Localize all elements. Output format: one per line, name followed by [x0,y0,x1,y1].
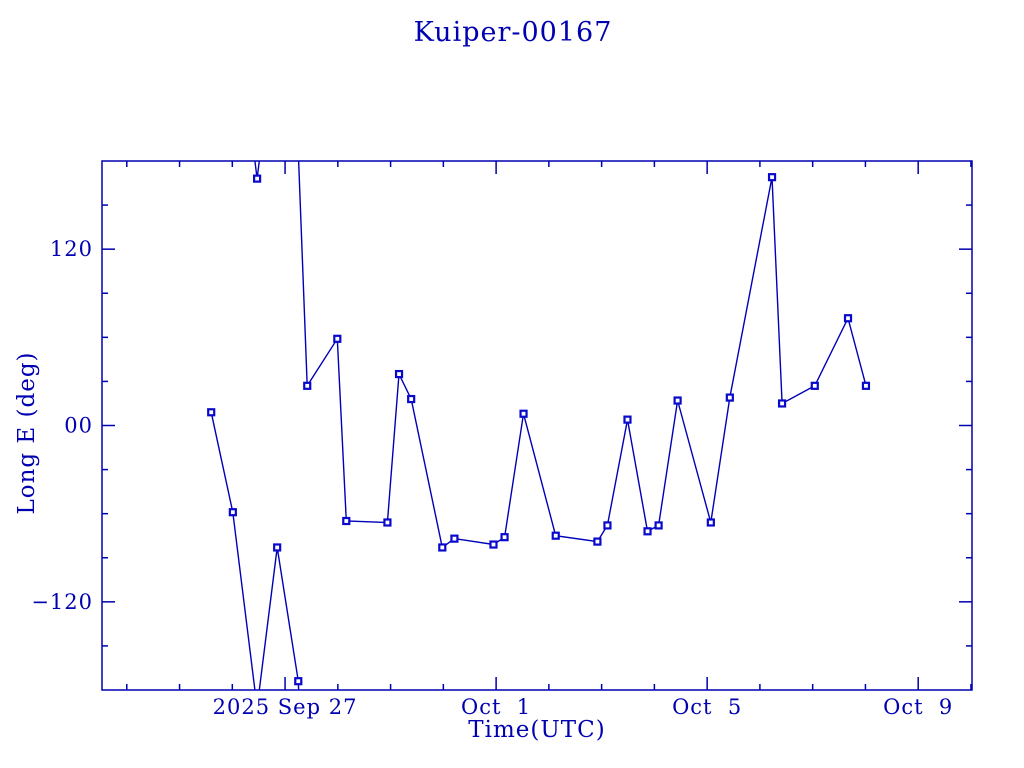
data-point-marker [777,399,787,408]
plot-frame [101,160,973,691]
data-point-marker [551,531,560,540]
data-point-marker [294,677,303,686]
data-point-marker [207,408,216,417]
y-tick-label: −120 [31,590,93,614]
data-point-marker [623,415,632,424]
data-point-marker [810,381,819,390]
x-tick-label: Oct 5 [672,695,742,719]
data-point-marker [519,409,528,418]
data-point-marker [333,334,342,343]
data-point-marker [383,518,392,527]
data-point-marker [394,369,404,379]
data-point-marker [407,394,416,404]
data-point-marker [843,314,853,323]
data-point-marker [643,527,652,536]
x-tick-label: Oct 1 [461,695,531,719]
data-point-marker [342,516,351,526]
data-point-marker [450,534,459,543]
data-point-marker [253,174,262,183]
y-tick-label: 00 [64,414,93,438]
data-point-marker [273,543,282,552]
data-point-marker [706,518,715,527]
x-axis-label: Time(UTC) [468,717,606,743]
data-point-marker [593,537,602,546]
data-point-marker [500,533,509,542]
plot-title: Kuiper-00167 [413,17,613,48]
data-point-marker [767,173,777,182]
data-point-marker [489,540,498,549]
data-point-marker [654,521,663,530]
data-point-marker [673,396,682,405]
data-point-marker [725,393,734,402]
y-tick-label: 120 [50,237,93,261]
data-point-marker [438,543,447,552]
x-tick-label: Oct 9 [883,695,953,719]
data-point-marker [228,508,237,517]
x-tick-label: 2025 Sep 27 [213,695,358,719]
data-point-marker [303,381,312,390]
y-axis-label: Long E (deg) [14,351,40,515]
data-point-marker [603,521,612,530]
data-point-marker [861,381,871,390]
